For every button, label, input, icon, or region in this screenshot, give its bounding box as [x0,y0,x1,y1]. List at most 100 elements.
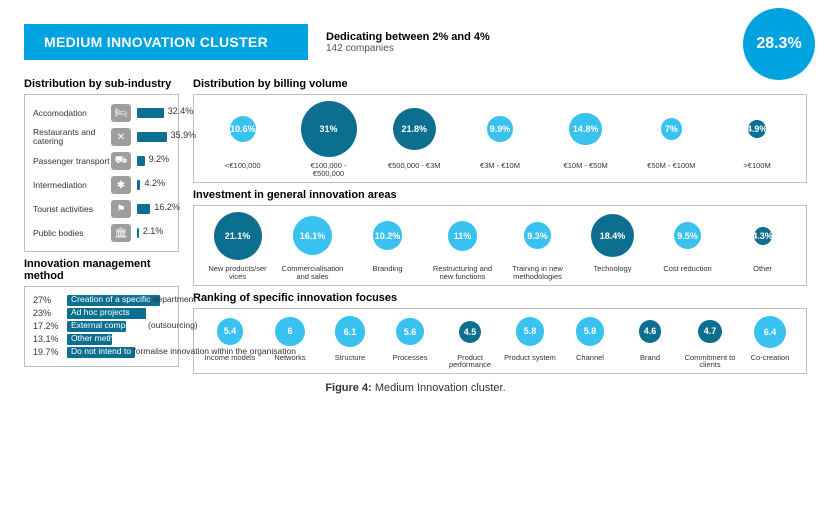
bubble-circle: 7% [661,118,682,139]
bubble-item: 5.6 [380,318,440,346]
ranking-title: Ranking of specific innovation focuses [193,292,807,304]
bubble-item: 4.6 [620,320,680,343]
bubble-item: 6.1 [320,316,380,346]
bubble-item: 9.3% [508,222,568,249]
sub-industry-bar [137,180,140,190]
bubble-label-item: Structure [320,351,380,362]
management-bar-wrap: Do not intend to formalise innovation wi… [67,347,170,358]
bubble-item: 9.9% [470,116,530,141]
bubble-item: 4.3% [733,227,793,245]
bubble-circle: 9.9% [487,116,512,141]
sub-industry-value: 4.2% [144,178,165,188]
bubble-item: 6.4 [740,316,800,348]
management-bar-wrap: Ad hoc projects [67,308,170,319]
management-bar-wrap: External companies (outsourcing) [67,321,170,332]
bubble-label-item: Commercialisation and sales [283,262,343,281]
management-pct: 19.7% [33,347,67,357]
figure-caption: Figure 4: Medium Innovation cluster. [24,382,807,394]
management-row: 13.1%Other methods [33,334,170,345]
sub-industry-bar-wrap: 9.2% [137,156,170,166]
bubble-circle: 4.9% [748,120,766,138]
bubble-circle: 21.1% [214,212,262,260]
sub-industry-icon: ⚑ [111,200,131,218]
bubble-label-item: Co-creation [740,351,800,362]
sub-industry-bar [137,228,139,238]
bubble-label: Structure [335,354,365,362]
bubble-label: Technology [594,265,632,273]
bubble-label-item: Product system [500,351,560,362]
bubble-label: >€100M [743,162,770,170]
sub-industry-row: Restaurants and catering✕35.9% [33,125,170,149]
sub-industry-bar [137,204,150,214]
management-pct: 27% [33,295,67,305]
bubble-label-item: Cost reduction [658,262,718,273]
investment-panel: 21.1%16.1%10.2%11%9.3%18.4%9.5%4.3%New p… [193,205,807,286]
bubble-label: Commercialisation and sales [282,265,344,281]
sub-industry-row: Passenger transport⛟9.2% [33,149,170,173]
bubble-item: 10.2% [358,221,418,250]
bubble-label-row: <€100,000 €100,000 - €500,000 €500,000 - €… [200,159,800,178]
header-percent-badge: 28.3% [743,8,815,80]
bubble-circle: 21.8% [393,108,436,151]
management-pct: 17.2% [33,321,67,331]
bubble-label-item: Other [733,262,793,273]
bubble-row: 10.6%31%21.8%9.9%14.8%7%4.9% [200,99,800,159]
header-dedicating: Dedicating between 2% and 4% [326,31,807,43]
ranking-panel: 5.466.15.64.55.85.84.64.76.4Income model… [193,308,807,375]
bubble-label: Product system [504,354,556,362]
management-bar-wrap: Other methods [67,334,170,345]
management-title: Innovation management method [24,258,179,282]
sub-industry-panel: Accomodation🛏32.4%Restaurants and cateri… [24,94,179,252]
bubble-item: 10.6% [213,116,273,142]
bubble-label-item: Product performance [440,351,500,370]
bubble-item: 9.5% [658,222,718,249]
management-text: Other methods [71,333,127,344]
bubble-label-item: New products/ser vices [208,262,268,281]
bubble-label: €50M - €100M [647,162,695,170]
bubble-label-item: €50M - €100M [641,159,701,170]
management-text: Do not intend to formalise innovation wi… [71,346,296,357]
header-title: MEDIUM INNOVATION CLUSTER [24,24,308,60]
header-companies: 142 companies [326,43,807,54]
bubble-item: 21.1% [208,212,268,260]
sub-industry-label: Passenger transport [33,157,111,166]
caption-text: Medium Innovation cluster. [372,382,506,394]
bubble-label-item: >€100M [727,159,787,170]
bubble-circle: 11% [448,221,478,251]
management-row: 19.7%Do not intend to formalise innovati… [33,347,170,358]
bubble-circle: 5.4 [217,318,244,345]
bubble-item: 4.7 [680,320,740,343]
caption-label: Figure 4: [325,382,371,394]
management-text: External companies (outsourcing) [71,320,198,331]
bubble-label: €500,000 - €3M [388,162,441,170]
bubble-label: Cost reduction [663,265,711,273]
sub-industry-row: Public bodies🏛2.1% [33,221,170,245]
bubble-label-item: €100,000 - €500,000 [299,159,359,178]
sub-industry-icon: 🛏 [111,104,131,122]
management-row: 23%Ad hoc projects [33,308,170,319]
bubble-circle: 10.2% [373,221,402,250]
bubble-label: Training in new methodologies [508,265,568,281]
bubble-label: Processes [392,354,427,362]
bubble-label-item: Branding [358,262,418,273]
sub-industry-bar-wrap: 32.4% [137,108,170,118]
bubble-label: Product performance [440,354,500,370]
sub-industry-label: Tourist activities [33,205,111,214]
header-subtitle: Dedicating between 2% and 4% 142 compani… [308,31,807,54]
bubble-item: 21.8% [384,108,444,151]
bubble-item: 6 [260,317,320,347]
sub-industry-row: Tourist activities⚑ 16.2% [33,197,170,221]
sub-industry-label: Restaurants and catering [33,128,111,146]
bubble-item: 4.5 [440,321,500,343]
bubble-circle: 9.5% [674,222,701,249]
bubble-label: Restructuring and new functions [433,265,493,281]
bubble-item: 5.4 [200,318,260,345]
management-bar-wrap: Creation of a specific department [67,295,170,306]
bubble-label: <€100,000 [225,162,261,170]
bubble-label: New products/ser vices [208,265,268,281]
sub-industry-bar-wrap: 16.2% [137,204,170,214]
sub-industry-bar-wrap: 35.9% [137,132,170,142]
sub-industry-row: Accomodation🛏32.4% [33,101,170,125]
sub-industry-bar [137,132,167,142]
bubble-label-item: €3M - €10M [470,159,530,170]
